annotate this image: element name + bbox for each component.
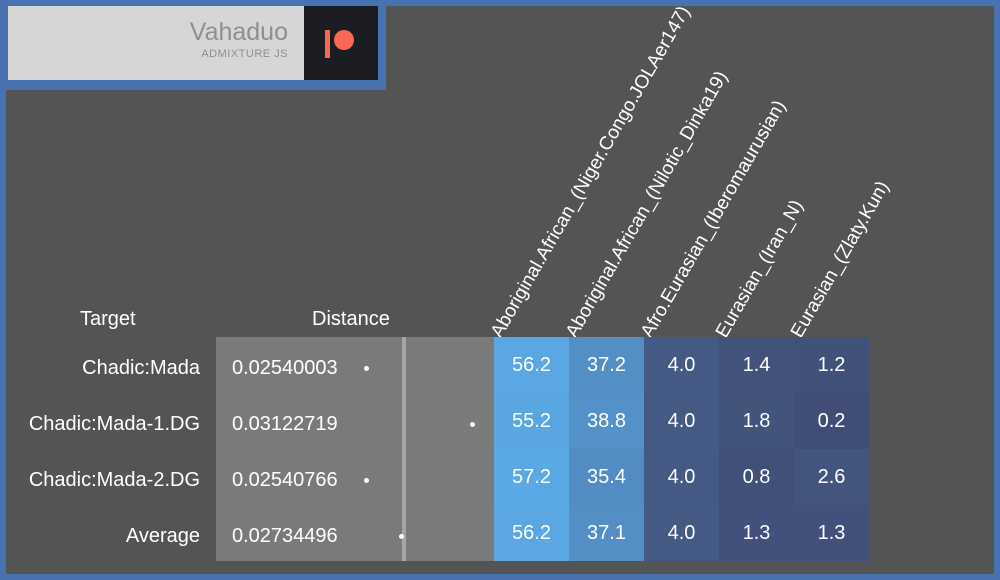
- admixture-cell: 55.2: [494, 393, 569, 449]
- admixture-cell: 0.8: [719, 449, 794, 505]
- target-header: Target: [80, 308, 136, 330]
- row-target-label: Average: [125, 525, 200, 547]
- logo-panel[interactable]: Vahaduo ADMIXTURE JS: [8, 6, 304, 80]
- row-distance-value: 0.02540003: [232, 357, 338, 379]
- admixture-cell: 4.0: [644, 505, 719, 561]
- distance-header: Distance: [312, 308, 390, 330]
- distance-marker: [364, 478, 370, 483]
- admixture-cell: 4.0: [644, 393, 719, 449]
- logo-box: Vahaduo ADMIXTURE JS: [6, 6, 386, 90]
- distance-marker: [399, 534, 405, 539]
- admixture-cell: 37.1: [569, 505, 644, 561]
- admixture-cell: 37.2: [569, 337, 644, 393]
- app-subtitle: ADMIXTURE JS: [201, 48, 288, 60]
- row-distance-value: 0.03122719: [232, 413, 338, 435]
- admixture-cell: 0.2: [794, 393, 869, 449]
- admixture-cell: 57.2: [494, 449, 569, 505]
- distance-reference-line: [402, 337, 406, 561]
- patreon-button[interactable]: [304, 6, 378, 80]
- admixture-cell: 35.4: [569, 449, 644, 505]
- admixture-cell: 1.3: [719, 505, 794, 561]
- admixture-cell: 1.2: [794, 337, 869, 393]
- app-title: Vahaduo: [189, 18, 288, 46]
- admixture-cell: 38.8: [569, 393, 644, 449]
- row-target-label: Chadic:Mada-2.DG: [28, 469, 200, 491]
- admixture-cell: 1.8: [719, 393, 794, 449]
- admixture-cell: 1.3: [794, 505, 869, 561]
- admixture-cell: 1.4: [719, 337, 794, 393]
- admixture-cell: 4.0: [644, 449, 719, 505]
- admixture-cell: 56.2: [494, 337, 569, 393]
- row-target-label: Chadic:Mada: [82, 357, 200, 379]
- distance-panel: [216, 337, 494, 561]
- distance-marker: [470, 422, 475, 427]
- row-distance-value: 0.02540766: [232, 469, 338, 491]
- admixture-cell: 56.2: [494, 505, 569, 561]
- admixture-cell: 4.0: [644, 337, 719, 393]
- row-distance-value: 0.02734496: [232, 525, 338, 547]
- distance-marker: [364, 366, 369, 371]
- patreon-icon: [325, 30, 354, 58]
- admixture-cell: 2.6: [794, 449, 869, 505]
- row-target-label: Chadic:Mada-1.DG: [28, 413, 200, 435]
